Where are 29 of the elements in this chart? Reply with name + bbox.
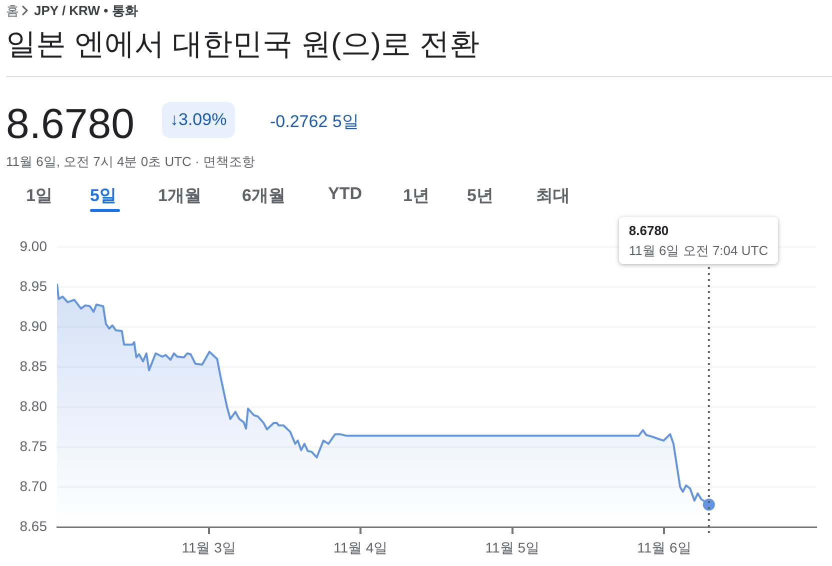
text: 11월 6일, 오전 7시 4분 0초 UTC · 면책조항	[6, 153, 255, 171]
text: 6개월	[242, 185, 286, 207]
chart-title: 일본 엔에서 대한민국 원(으)로 전환	[6, 27, 480, 63]
text: 최대	[536, 185, 570, 207]
text: 5년	[467, 185, 494, 207]
y-tick-label: 8.95	[20, 278, 48, 294]
text: 5일	[90, 185, 116, 207]
text: 1개월	[158, 185, 202, 207]
text: 1년	[403, 185, 430, 207]
x-tick-label: 11월 3일	[182, 539, 236, 556]
y-tick-label: 8.85	[20, 358, 48, 374]
y-tick-label: 8.80	[20, 398, 48, 414]
annotation: 11월 6일 오전 7:04 UTC	[628, 242, 768, 260]
x-tick-label: 11월 4일	[333, 539, 388, 556]
text: 8.6780	[6, 100, 134, 148]
y-tick-label: 9.00	[20, 238, 48, 254]
text: ↓3.09%	[162, 102, 235, 138]
text: 홈	[6, 2, 19, 20]
y-tick-label: 8.70	[20, 478, 48, 494]
text: 8.6780	[628, 223, 670, 238]
x-tick-label: 11월 6일	[637, 539, 692, 556]
text: YTD	[328, 184, 362, 204]
y-tick-label: 8.90	[20, 318, 48, 334]
text: 1일	[26, 185, 52, 207]
y-tick-label: 8.65	[20, 518, 48, 534]
y-tick-label: 8.75	[20, 438, 48, 454]
text: -0.2762 5일	[270, 111, 359, 133]
x-tick-label: 11월 5일	[485, 539, 540, 556]
text: JPY / KRW • 통화	[34, 2, 138, 20]
